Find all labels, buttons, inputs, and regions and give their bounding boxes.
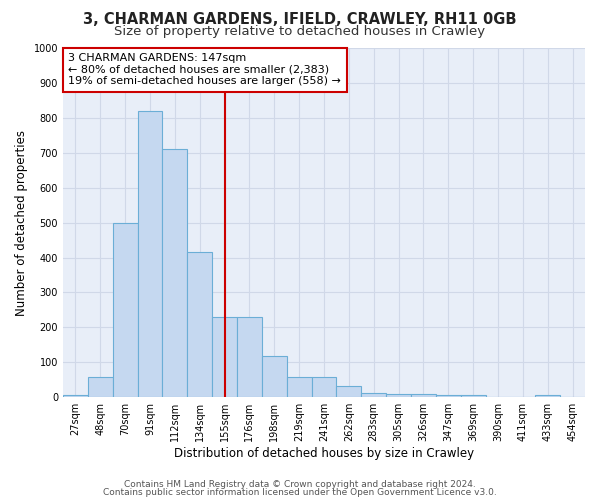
Bar bbox=[436, 396, 461, 397]
Bar bbox=[535, 396, 560, 397]
Bar bbox=[113, 222, 137, 397]
Text: 3 CHARMAN GARDENS: 147sqm
← 80% of detached houses are smaller (2,383)
19% of se: 3 CHARMAN GARDENS: 147sqm ← 80% of detac… bbox=[68, 53, 341, 86]
Bar bbox=[187, 252, 212, 397]
Bar bbox=[411, 394, 436, 397]
Bar bbox=[386, 394, 411, 397]
Bar bbox=[63, 396, 88, 397]
Bar bbox=[311, 378, 337, 397]
Bar bbox=[163, 150, 187, 397]
Y-axis label: Number of detached properties: Number of detached properties bbox=[15, 130, 28, 316]
Bar bbox=[88, 378, 113, 397]
Bar bbox=[337, 386, 361, 397]
Text: Contains HM Land Registry data © Crown copyright and database right 2024.: Contains HM Land Registry data © Crown c… bbox=[124, 480, 476, 489]
Bar bbox=[237, 317, 262, 397]
Bar bbox=[137, 111, 163, 397]
Bar bbox=[212, 317, 237, 397]
Bar bbox=[361, 393, 386, 397]
X-axis label: Distribution of detached houses by size in Crawley: Distribution of detached houses by size … bbox=[174, 447, 474, 460]
Bar bbox=[262, 356, 287, 397]
Text: 3, CHARMAN GARDENS, IFIELD, CRAWLEY, RH11 0GB: 3, CHARMAN GARDENS, IFIELD, CRAWLEY, RH1… bbox=[83, 12, 517, 28]
Bar bbox=[287, 378, 311, 397]
Bar bbox=[461, 396, 485, 397]
Text: Contains public sector information licensed under the Open Government Licence v3: Contains public sector information licen… bbox=[103, 488, 497, 497]
Text: Size of property relative to detached houses in Crawley: Size of property relative to detached ho… bbox=[115, 25, 485, 38]
